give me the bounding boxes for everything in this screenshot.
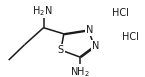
- Text: HCl: HCl: [112, 8, 129, 18]
- Text: H$_2$N: H$_2$N: [32, 4, 52, 18]
- Text: S: S: [58, 45, 64, 55]
- Text: HCl: HCl: [122, 32, 139, 42]
- Text: N: N: [92, 41, 99, 51]
- Text: NH$_2$: NH$_2$: [70, 65, 90, 77]
- Text: N: N: [86, 25, 94, 35]
